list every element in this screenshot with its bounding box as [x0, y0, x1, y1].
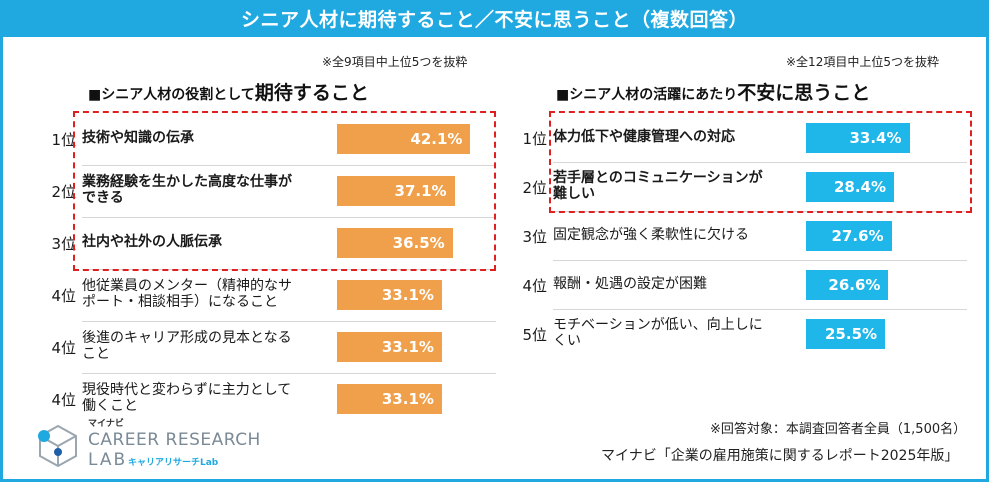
- category-label: 社内や社外の人脈伝承: [82, 234, 222, 250]
- logo-line1: CAREER RESEARCH: [88, 430, 261, 450]
- category-label: 他従業員のメンター（精神的なサ ポート・相談相手）になること: [82, 278, 292, 310]
- category-label-line: 技術や知識の伝承: [82, 130, 194, 146]
- category-label-line: できる: [82, 190, 124, 206]
- category-label-line: こと: [82, 346, 110, 362]
- cube-logo-icon: [38, 424, 77, 468]
- category-label: 業務経験を生かした高度な仕事が できる: [82, 174, 292, 206]
- left-title-prefix: ■シニア人材の役割として: [88, 87, 255, 103]
- category-label: 現役時代と変わらずに主力として 働くこと: [82, 382, 291, 414]
- right-title-prefix: ■シニア人材の活躍にあたり: [556, 87, 738, 103]
- category-label: 報酬・処遇の設定が困難: [553, 276, 707, 292]
- rank-label: 1位: [522, 129, 547, 148]
- data-bar: 26.6%: [806, 269, 889, 300]
- rank-label: 4位: [51, 391, 76, 409]
- rank-label: 1位: [51, 131, 76, 149]
- data-bar: 33.1%: [337, 280, 442, 310]
- data-bar: 36.5%: [337, 228, 453, 258]
- left-title-emphasis: 期待すること: [254, 82, 369, 104]
- row-divider: [82, 321, 496, 322]
- source-note: マイナビ「企業の雇用施策に関するレポート2025年版」: [601, 448, 959, 464]
- category-label-line: 若手層とのコミュニケーションが: [553, 169, 763, 186]
- page-title: シニア人材に期待すること／不安に思うこと（複数回答）: [3, 3, 986, 37]
- respondents-note: ※回答対象：本調査回答者全員（1,500名）: [710, 422, 967, 437]
- category-label-line: 他従業員のメンター（精神的なサ: [82, 278, 292, 294]
- rank-label: 2位: [51, 183, 76, 201]
- data-bar: 27.6%: [806, 220, 892, 251]
- highlight-box: [73, 111, 496, 271]
- left-panel-title: ■シニア人材の役割として期待すること: [88, 78, 369, 105]
- category-label-line: 後進のキャリア形成の見本となる: [82, 330, 292, 346]
- category-label: 技術や知識の伝承: [82, 130, 194, 146]
- data-bar: 33.1%: [337, 332, 442, 362]
- category-label-line: ポート・相談相手）になること: [82, 294, 278, 310]
- data-bar: 33.1%: [337, 384, 442, 414]
- rank-label: 3位: [51, 235, 76, 253]
- left-note: ※全9項目中上位5つを抜粋: [322, 55, 468, 69]
- category-label: 固定観念が強く柔軟性に欠ける: [553, 227, 749, 243]
- row-divider: [553, 309, 967, 310]
- rank-label: 4位: [51, 287, 76, 305]
- category-label-line: 難しい: [553, 185, 595, 202]
- category-label: 若手層とのコミュニケーションが 難しい: [553, 170, 763, 202]
- logo-sub: キャリアリサーチLab: [128, 458, 219, 468]
- category-label-line: 体力低下や健康管理への対応: [553, 128, 735, 145]
- data-bar: 42.1%: [337, 124, 471, 154]
- rank-label: 2位: [522, 178, 547, 197]
- category-label: モチベーションが低い、向上しに くい: [553, 317, 763, 349]
- data-bar: 28.4%: [806, 171, 895, 202]
- highlight-box: [549, 111, 972, 213]
- data-bar: 33.4%: [806, 122, 910, 153]
- data-bar: 37.1%: [337, 176, 455, 206]
- rank-label: 4位: [51, 339, 76, 357]
- logo: マイナビ CAREER RESEARCH LAB キャリアリサーチLab: [36, 416, 276, 474]
- category-label-line: 社内や社外の人脈伝承: [82, 234, 222, 250]
- logo-line2: LAB: [88, 450, 128, 470]
- category-label-line: 業務経験を生かした高度な仕事が: [82, 174, 292, 190]
- row-divider: [82, 217, 496, 218]
- right-panel-title: ■シニア人材の活躍にあたり不安に思うこと: [556, 78, 870, 105]
- category-label-line: くい: [553, 332, 581, 349]
- category-label-line: 現役時代と変わらずに主力として: [82, 382, 292, 398]
- data-bar: 25.5%: [806, 318, 886, 349]
- row-divider: [82, 165, 496, 166]
- right-title-emphasis: 不安に思うこと: [737, 82, 871, 104]
- category-label-line: 働くこと: [82, 398, 138, 414]
- row-divider: [553, 260, 967, 261]
- right-note: ※全12項目中上位5つを抜粋: [786, 55, 939, 69]
- rank-label: 4位: [522, 276, 547, 295]
- category-label-line: モチベーションが低い、向上しに: [553, 316, 763, 333]
- category-label: 後進のキャリア形成の見本となる こと: [82, 330, 292, 362]
- category-label-line: 報酬・処遇の設定が困難: [553, 275, 707, 292]
- row-divider: [553, 162, 967, 163]
- category-label-line: 固定観念が強く柔軟性に欠ける: [553, 226, 749, 243]
- rank-label: 5位: [522, 325, 547, 344]
- category-label: 体力低下や健康管理への対応: [553, 129, 735, 145]
- rank-label: 3位: [522, 227, 547, 246]
- logo-small-text: マイナビ: [88, 419, 124, 429]
- row-divider: [82, 373, 496, 374]
